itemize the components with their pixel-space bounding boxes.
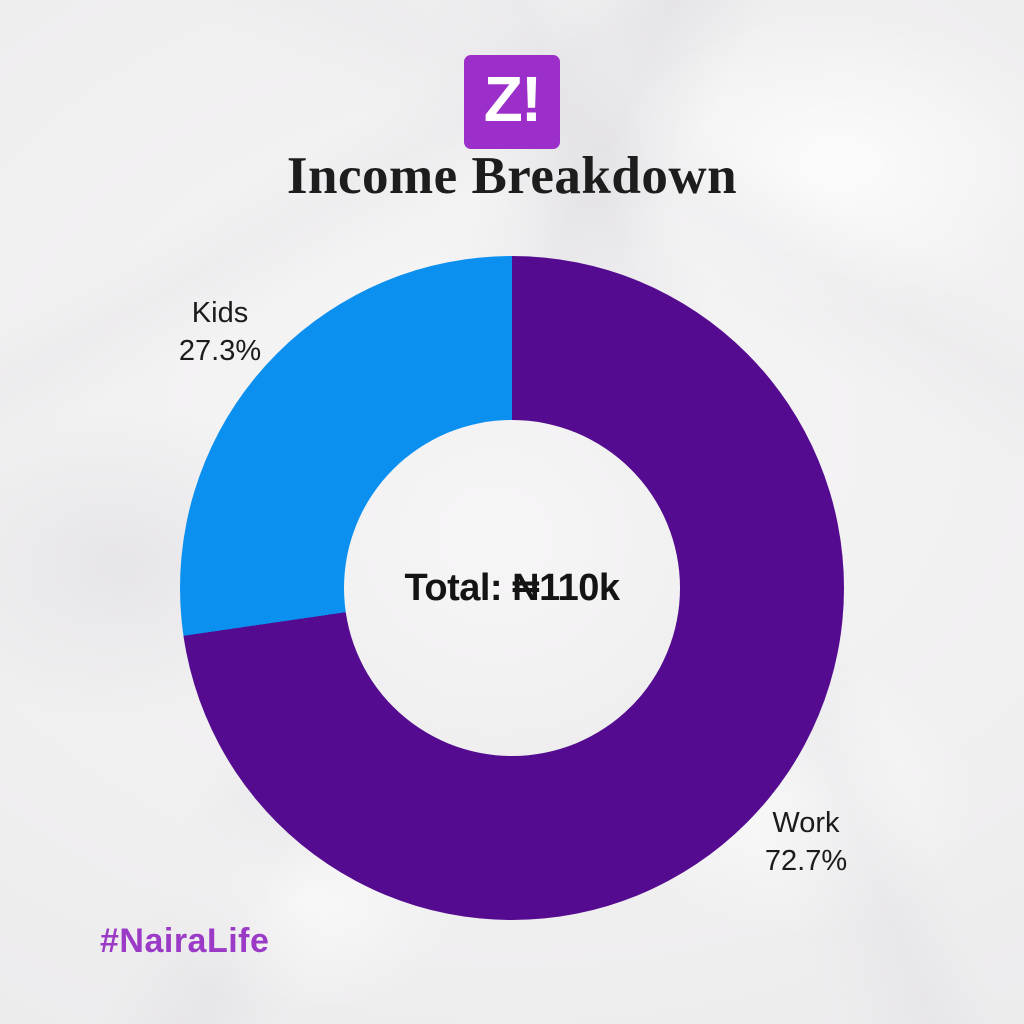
chart-title: Income Breakdown: [286, 147, 738, 205]
zikoko-logo-text: Z!: [483, 63, 542, 135]
donut-center-label: Total: ₦110k: [404, 566, 620, 609]
slice-label-work-name: Work: [772, 807, 840, 839]
slice-label-kids-name: Kids: [191, 297, 249, 329]
hashtag-nairalife: #NairaLife: [100, 922, 270, 960]
slice-label-work: Work 72.7%: [696, 804, 916, 880]
slice-label-work-pct: 72.7%: [764, 845, 848, 877]
zikoko-logo: Z!: [464, 55, 560, 149]
donut-hole: [344, 420, 680, 756]
donut-chart: Total: ₦110k: [180, 256, 844, 920]
slice-label-kids-pct: 27.3%: [178, 335, 262, 367]
slice-label-kids: Kids 27.3%: [110, 294, 330, 370]
